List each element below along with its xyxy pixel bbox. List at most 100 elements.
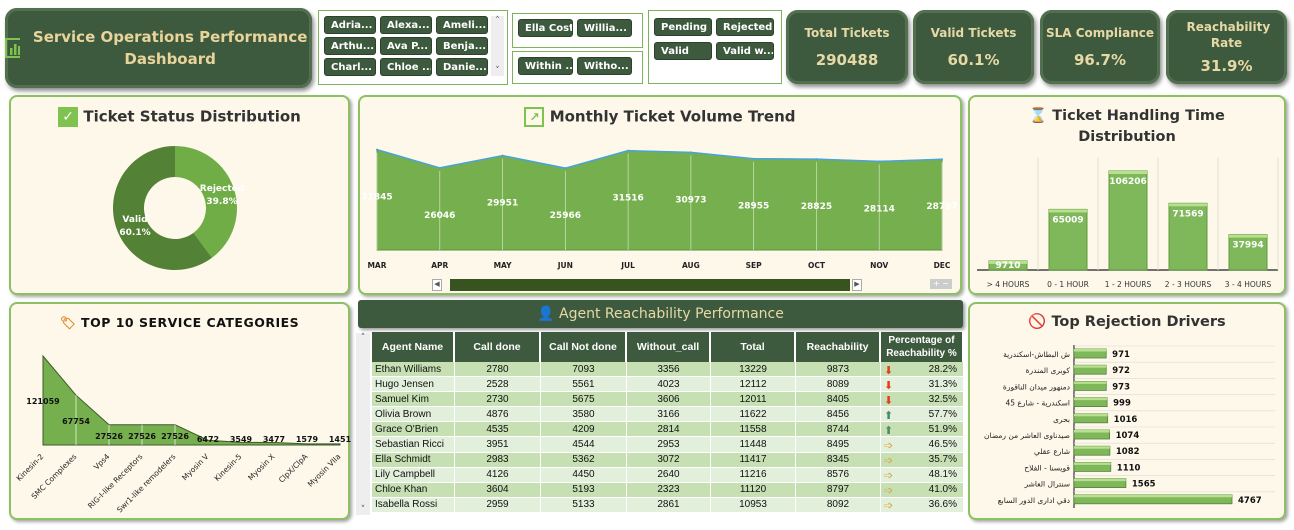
panel-title-row: 🏷 TOP 10 SERVICE CATEGORIES xyxy=(11,315,348,331)
kpi-value: 96.7% xyxy=(1073,51,1127,69)
pct-value: 36.6% xyxy=(928,499,957,511)
value-cell: 4544 xyxy=(541,437,626,453)
kpi-sla-compliance: SLA Compliance 96.7% xyxy=(1040,10,1160,84)
bar-chart-icon xyxy=(5,38,21,58)
sla-slicer-item[interactable]: Within ... xyxy=(518,57,573,75)
agent-name-cell: Chloe Khan xyxy=(372,482,454,498)
page-title: Service Operations Performance Dashboard xyxy=(32,28,308,68)
table-row[interactable]: Isabella Rossi 2959 5133 2861 10953 8092 ➩ 36.6… xyxy=(372,497,963,513)
value-cell: 8089 xyxy=(796,377,880,393)
kpi-reachability-rate: Reachability Rate 31.9% xyxy=(1166,10,1287,84)
table-scrollbar[interactable]: ˄ ˅ xyxy=(356,333,370,515)
scroll-up-icon[interactable]: ˄ xyxy=(360,333,366,343)
timeline-slider[interactable] xyxy=(450,279,850,291)
supervisor-slicer-item[interactable]: Willia... xyxy=(577,19,632,37)
value-cell: 2730 xyxy=(455,392,540,408)
column-header[interactable]: Agent Name xyxy=(372,332,454,362)
kpi-total-tickets: Total Tickets 290488 xyxy=(786,10,908,84)
zoom-controls[interactable]: + − xyxy=(930,279,952,289)
timeline-scroll-left[interactable]: ◀ xyxy=(432,279,442,291)
supervisor-slicer-item[interactable]: Ella Costa xyxy=(518,19,573,37)
status-slicer-item[interactable]: Rejected xyxy=(716,18,774,36)
column-header[interactable]: Without_call xyxy=(627,332,710,362)
table-row[interactable]: Chloe Khan 3604 5193 2323 11120 8797 ➩ 41.0% xyxy=(372,482,963,498)
value-cell: 2640 xyxy=(627,467,710,483)
status-slicer-item[interactable]: Valid w... xyxy=(716,42,774,60)
agent-name-cell: Hugo Jensen xyxy=(372,377,454,393)
agent-name-cell: Ethan Williams xyxy=(372,362,454,378)
handling-time-panel: ⌛ Ticket Handling Time Distribution xyxy=(968,95,1286,295)
value-cell: 3951 xyxy=(455,437,540,453)
panel-title-row: ✓ Ticket Status Distribution xyxy=(11,107,348,127)
table-row[interactable]: Sebastian Ricci 3951 4544 2953 11448 8495 ➩ 46.… xyxy=(372,437,963,453)
agent-slicer-item[interactable]: Danie... xyxy=(436,58,488,76)
sla-slicer-item[interactable]: Witho... xyxy=(577,57,632,75)
table-row[interactable]: Lily Campbell 4126 4450 2640 11216 8576 ➩ 48.1% xyxy=(372,467,963,483)
reachability-pct-cell: ➩ 35.7% xyxy=(881,452,963,468)
reachability-pct-cell: ⬇ 32.5% xyxy=(881,392,963,408)
scroll-down-icon[interactable]: ˅ xyxy=(495,66,500,76)
agent-slicer-item[interactable]: Adria... xyxy=(324,16,376,34)
agent-slicer-item[interactable]: Benja... xyxy=(436,37,488,55)
arrow-right-icon: ➩ xyxy=(884,500,894,513)
reachability-pct-cell: ⬇ 31.3% xyxy=(881,377,963,393)
table-row[interactable]: Hugo Jensen 2528 5561 4023 12112 8089 ⬇ 31.3% xyxy=(372,377,963,393)
value-cell: 2814 xyxy=(627,422,710,438)
agent-slicer-item[interactable]: Ava P... xyxy=(380,37,432,55)
value-cell: 4126 xyxy=(455,467,540,483)
agent-slicer-item[interactable]: Arthu... xyxy=(324,37,376,55)
table-header-row: Agent Name Call done Call Not done Without_… xyxy=(372,332,963,362)
column-header[interactable]: Percentage of Reachability % xyxy=(881,332,963,362)
value-cell: 11558 xyxy=(711,422,795,438)
status-slicer-item[interactable]: Pending xyxy=(654,18,712,36)
value-cell: 2953 xyxy=(627,437,710,453)
tag-icon: 🏷 xyxy=(59,315,77,330)
value-cell: 11448 xyxy=(711,437,795,453)
value-cell: 8405 xyxy=(796,392,880,408)
agent-slicer-item[interactable]: Ameli... xyxy=(436,16,488,34)
table-row[interactable]: Olivia Brown 4876 3580 3166 11622 8456 ⬆ 57.7% xyxy=(372,407,963,423)
value-cell: 8345 xyxy=(796,452,880,468)
status-slicer-item[interactable]: Valid xyxy=(654,42,712,60)
prohibited-icon: 🚫 xyxy=(1028,314,1047,330)
table-row[interactable]: Samuel Kim 2730 5675 3606 12011 8405 ⬇ 32.5% xyxy=(372,392,963,408)
column-header[interactable]: Call Not done xyxy=(541,332,626,362)
column-header[interactable]: Total xyxy=(711,332,795,362)
arrow-right-icon: ➩ xyxy=(884,470,894,483)
pct-value: 32.5% xyxy=(928,393,957,405)
rejection-drivers-panel: 🚫 Top Rejection Drivers xyxy=(968,302,1286,520)
table-row[interactable]: Ethan Williams 2780 7093 3356 13229 9873 ⬇ 28.2… xyxy=(372,362,963,378)
arrow-down-icon: ⬇ xyxy=(884,364,894,377)
slicer-scrollbar[interactable]: ˄ ˅ xyxy=(491,16,504,76)
value-cell: 9873 xyxy=(796,362,880,378)
scroll-up-icon[interactable]: ˄ xyxy=(495,16,500,26)
arrow-down-icon: ⬇ xyxy=(884,394,894,407)
column-header[interactable]: Reachability xyxy=(796,332,880,362)
reachability-pct-cell: ➩ 36.6% xyxy=(881,497,963,513)
reachability-pct-cell: ➩ 41.0% xyxy=(881,482,963,498)
column-header[interactable]: Call done xyxy=(455,332,540,362)
scroll-down-icon[interactable]: ˅ xyxy=(360,505,366,515)
value-cell: 8456 xyxy=(796,407,880,423)
arrow-right-icon: ➩ xyxy=(884,455,894,468)
agent-slicer-item[interactable]: Alexa... xyxy=(380,16,432,34)
hourglass-icon: ⌛ xyxy=(1029,108,1048,124)
value-cell: 5193 xyxy=(541,482,626,498)
pct-value: 48.1% xyxy=(928,469,957,481)
panel-title-row: 🚫 Top Rejection Drivers xyxy=(970,313,1284,330)
table-row[interactable]: Ella Schmidt 2983 5362 3072 11417 8345 ➩ 35.7% xyxy=(372,452,963,468)
agent-name-cell: Ella Schmidt xyxy=(372,452,454,468)
value-cell: 4209 xyxy=(541,422,626,438)
value-cell: 2861 xyxy=(627,497,710,513)
top-categories-panel: 🏷 TOP 10 SERVICE CATEGORIES xyxy=(9,302,350,520)
timeline-scroll-right[interactable]: ▶ xyxy=(852,279,862,291)
kpi-value: 60.1% xyxy=(947,51,1000,69)
value-cell: 13229 xyxy=(711,362,795,378)
table-row[interactable]: Grace O'Brien 4535 4209 2814 11558 8744 ⬆ 51.9% xyxy=(372,422,963,438)
value-cell: 2983 xyxy=(455,452,540,468)
agent-name-cell: Isabella Rossi xyxy=(372,497,454,513)
value-cell: 3580 xyxy=(541,407,626,423)
agent-slicer-item[interactable]: Charl... xyxy=(324,58,376,76)
value-cell: 4450 xyxy=(541,467,626,483)
agent-slicer-item[interactable]: Chloe ... xyxy=(380,58,432,76)
